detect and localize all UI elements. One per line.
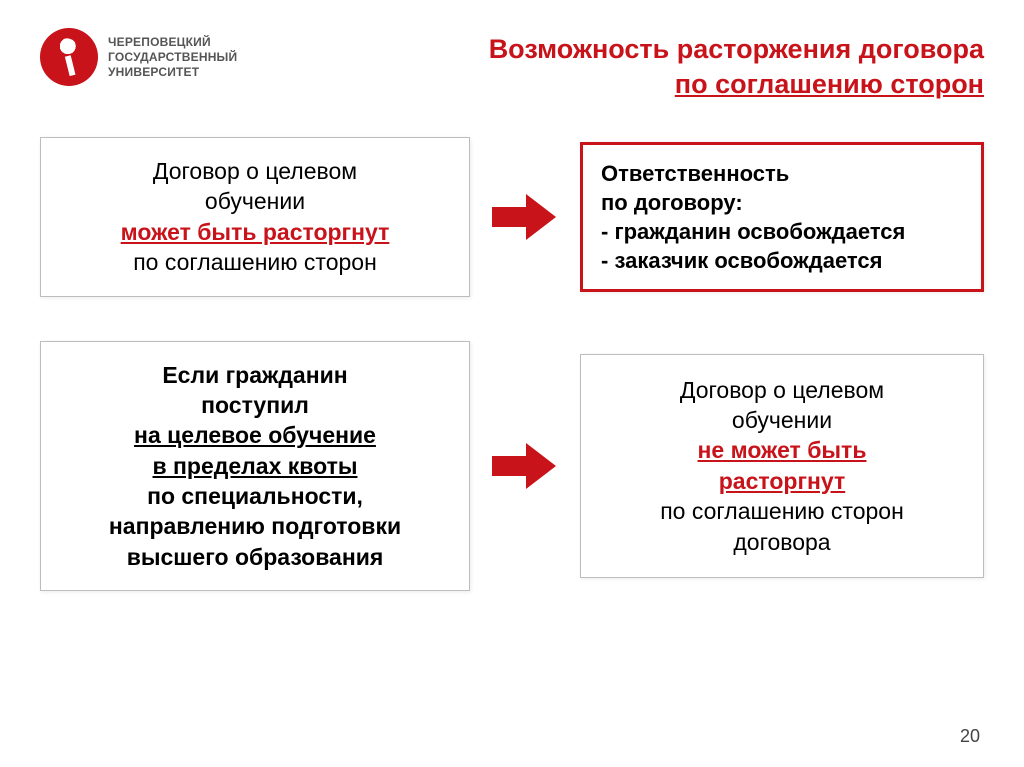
row2-right-l5: по соглашению сторон — [660, 498, 904, 524]
row1-left-l2: обучении — [205, 188, 305, 214]
arrow-icon — [492, 443, 558, 489]
slide-header: ЧЕРЕПОВЕЦКИЙ ГОСУДАРСТВЕННЫЙ УНИВЕРСИТЕТ… — [40, 28, 984, 101]
row1-left-l1: Договор о целевом — [153, 158, 357, 184]
row2-right-box: Договор о целевом обучении не может быть… — [580, 354, 984, 578]
logo-text: ЧЕРЕПОВЕЦКИЙ ГОСУДАРСТВЕННЫЙ УНИВЕРСИТЕТ — [108, 35, 237, 80]
content-rows: Договор о целевом обучении может быть ра… — [40, 137, 984, 591]
title-line1: Возможность расторжения договора — [255, 32, 984, 67]
row2-left-l4: в пределах квоты — [153, 453, 358, 479]
row1-left-box: Договор о целевом обучении может быть ра… — [40, 137, 470, 296]
row1-right-l4: - заказчик освобождается — [601, 248, 882, 273]
logo-line2: ГОСУДАРСТВЕННЫЙ — [108, 50, 237, 64]
row2-left-l1: Если гражданин — [162, 362, 347, 388]
university-logo: ЧЕРЕПОВЕЦКИЙ ГОСУДАРСТВЕННЫЙ УНИВЕРСИТЕТ — [40, 28, 237, 86]
title-line2: по соглашению сторон — [255, 67, 984, 102]
row1-right-l1: Ответственность — [601, 161, 789, 186]
arrow-icon — [492, 194, 558, 240]
row2-right-l2: обучении — [732, 407, 832, 433]
slide-title: Возможность расторжения договора по согл… — [255, 28, 984, 101]
row2-left-l5: по специальности, — [147, 483, 363, 509]
row2-right-l3: не может быть — [698, 437, 867, 463]
row2-left-l6: направлению подготовки — [109, 513, 401, 539]
row2-right-l1: Договор о целевом — [680, 377, 884, 403]
row1-right-l3: - гражданин освобождается — [601, 219, 905, 244]
row2-left-l2: поступил — [201, 392, 309, 418]
logo-line3: УНИВЕРСИТЕТ — [108, 65, 199, 79]
row2-left-l7: высшего образования — [127, 544, 384, 570]
row2-right-l6: договора — [733, 529, 830, 555]
row2-right-l4: расторгнут — [719, 468, 846, 494]
row1-right-box: Ответственность по договору: - гражданин… — [580, 142, 984, 292]
logo-line1: ЧЕРЕПОВЕЦКИЙ — [108, 35, 211, 49]
row1-left-l4: по соглашению сторон — [133, 249, 377, 275]
row1-right-l2: по договору: — [601, 190, 743, 215]
logo-mark — [40, 28, 98, 86]
row-1: Договор о целевом обучении может быть ра… — [40, 137, 984, 296]
row-2: Если гражданин поступил на целевое обуче… — [40, 341, 984, 592]
row2-left-l3: на целевое обучение — [134, 422, 376, 448]
row2-left-box: Если гражданин поступил на целевое обуче… — [40, 341, 470, 592]
page-number: 20 — [960, 726, 980, 747]
row1-left-l3: может быть расторгнут — [121, 219, 390, 245]
